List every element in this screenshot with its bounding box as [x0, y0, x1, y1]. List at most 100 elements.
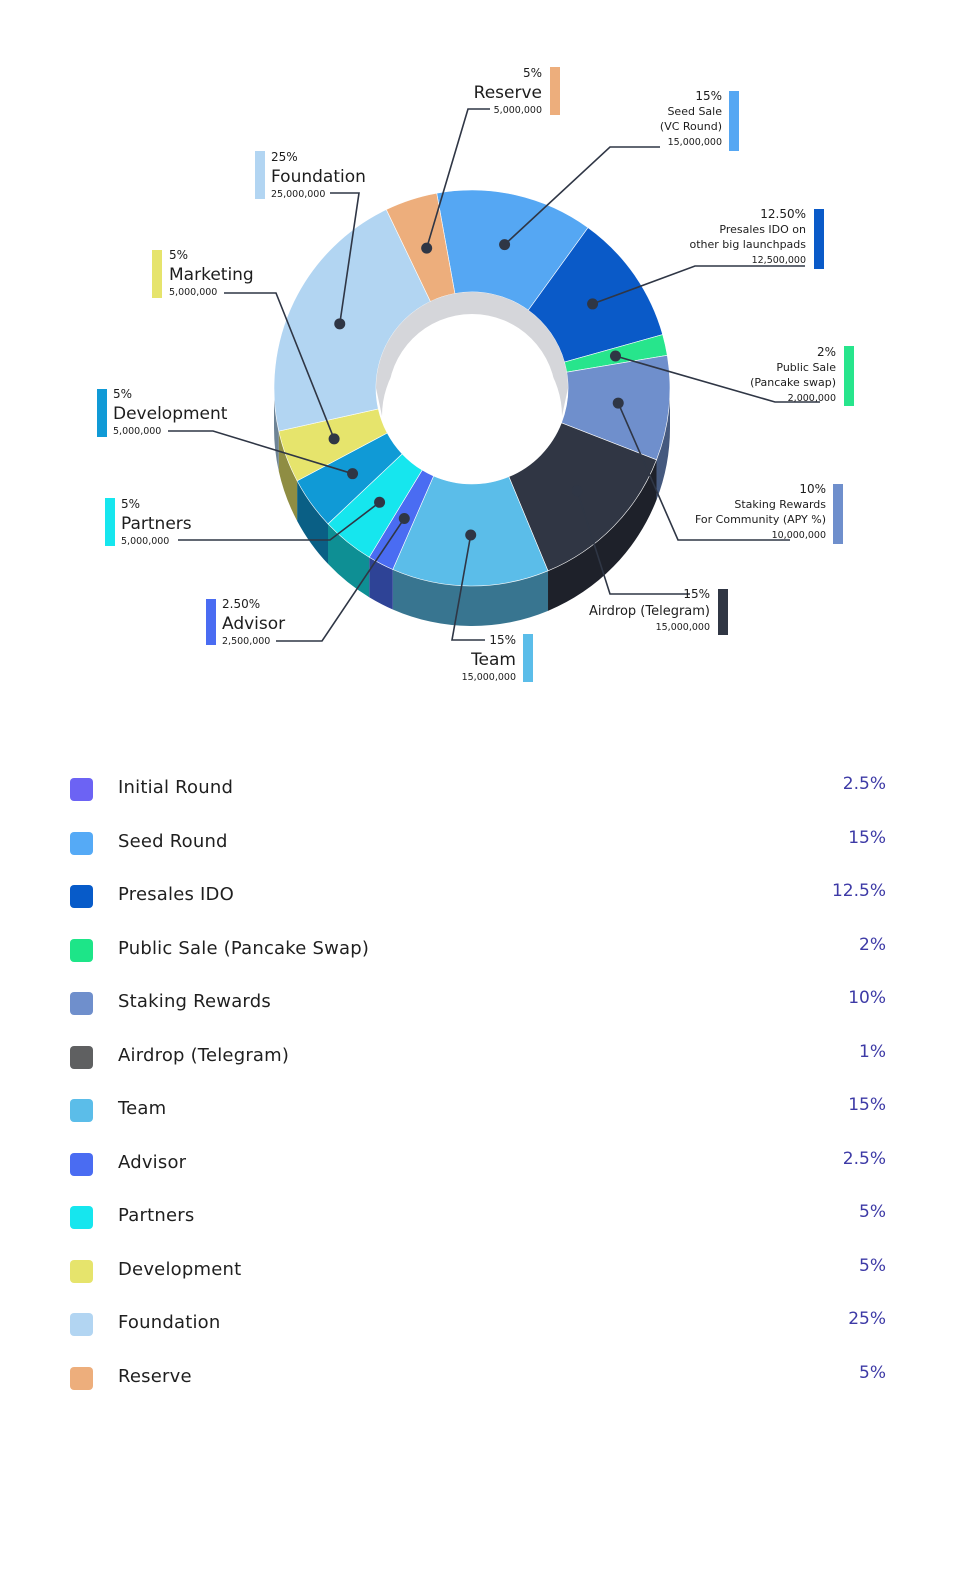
callout-label-reserve: Reserve [474, 83, 542, 103]
callout-percent-presales: 12.50% [760, 207, 806, 221]
callout-amount-advisor: 2,500,000 [222, 636, 270, 647]
donut-hole [388, 314, 556, 482]
legend-row: Initial Round 2.5% [0, 760, 962, 814]
callout-label-staking-0: Staking Rewards [734, 498, 826, 511]
legend-value: 2% [859, 934, 886, 955]
callout-percent-reserve: 5% [523, 66, 542, 80]
color-bar-team [523, 634, 533, 682]
callout-percent-marketing: 5% [169, 248, 188, 262]
slice-wall-staking [656, 388, 670, 500]
slice-wall-development [297, 480, 329, 564]
token-allocation-donut-chart: 15% Seed Sale (VC Round) 15,000,000 12.50% Pr… [0, 0, 962, 720]
callout-percent-foundation: 25% [271, 150, 298, 164]
callout-advisor: 2.50% Advisor 2,500,000 [206, 512, 410, 647]
legend-swatch [70, 1045, 93, 1069]
legend-value: 10% [848, 988, 886, 1008]
legend-label: Seed Round [118, 830, 228, 852]
leader-dot-presales [587, 298, 599, 310]
legend-row: Partners 5% [0, 1188, 962, 1242]
color-bar-seed [729, 91, 739, 151]
leader-dot-team [465, 529, 477, 541]
leader-line-partners [178, 501, 381, 541]
color-bar-presales [814, 209, 824, 269]
callout-staking: 10% Staking Rewards For Community (APY %) 1… [612, 397, 843, 544]
leader-line-airdrop [576, 490, 690, 595]
leader-line-public [615, 355, 820, 403]
legend-row: Staking Rewards 10% [0, 974, 962, 1028]
leader-line-presales [592, 265, 805, 305]
callout-label-presales-1: other big launchpads [689, 238, 806, 251]
callout-amount-development: 5,000,000 [113, 426, 161, 437]
legend-row: Advisor 2.5% [0, 1135, 962, 1189]
legend-row: Presales IDO 12.5% [0, 867, 962, 921]
legend-swatch [70, 1206, 93, 1229]
callout-percent-development: 5% [113, 387, 132, 401]
callout-amount-airdrop: 15,000,000 [656, 622, 710, 633]
callout-seed: 15% Seed Sale (VC Round) 15,000,000 [499, 89, 739, 251]
legend-swatch [70, 992, 93, 1015]
callout-partners: 5% Partners 5,000,000 [105, 496, 386, 547]
legend-value: 15% [848, 827, 886, 848]
slice-reserve [385, 192, 456, 302]
legend-label: Public Sale (Pancake Swap) [118, 937, 370, 959]
color-bar-partners [105, 498, 115, 546]
legend-label: Development [118, 1258, 242, 1280]
legend-label: Staking Rewards [118, 991, 271, 1012]
callout-percent-airdrop: 15% [683, 587, 710, 601]
callout-marketing: 5% Marketing 5,000,000 [152, 248, 340, 445]
callout-label-airdrop: Airdrop (Telegram) [589, 604, 710, 619]
leader-dot-foundation [334, 318, 346, 330]
legend-label: Foundation [118, 1312, 221, 1333]
legend-label: Airdrop (Telegram) [118, 1044, 290, 1066]
legend-value: 1% [859, 1041, 886, 1062]
leader-line-team [451, 534, 485, 641]
callout-percent-team: 15% [489, 633, 516, 647]
legend-swatch [70, 1259, 93, 1283]
callout-percent-staking: 10% [799, 482, 826, 496]
legend-swatch [70, 1366, 93, 1390]
leader-line-reserve [425, 108, 490, 249]
donut-side-walls [274, 388, 670, 626]
slice-wall-airdrop [548, 459, 657, 611]
legend-label: Reserve [118, 1365, 192, 1387]
callout-label-presales-0: Presales IDO on [719, 223, 806, 236]
slice-foundation [273, 209, 431, 432]
legend-label: Partners [118, 1205, 195, 1226]
legend-swatch [70, 1313, 93, 1336]
callout-presales: 12.50% Presales IDO on other big launchpad… [587, 207, 824, 310]
color-bar-public [844, 346, 854, 406]
callout-amount-foundation: 25,000,000 [271, 189, 325, 200]
callout-foundation: 25% Foundation 25,000,000 [255, 150, 366, 330]
legend-value: 5% [859, 1202, 886, 1222]
legend-swatch [70, 778, 93, 801]
callout-label-development: Development [113, 404, 228, 424]
legend-label: Presales IDO [118, 884, 234, 905]
callout-public: 2% Public Sale (Pancake swap) 2,000,000 [609, 345, 854, 406]
color-bar-development [97, 389, 107, 437]
color-bar-advisor [206, 599, 216, 645]
callout-percent-seed: 15% [695, 89, 722, 103]
callout-label-staking-1: For Community (APY %) [695, 513, 826, 526]
color-bar-airdrop [718, 589, 728, 635]
legend-row: Public Sale (Pancake Swap) 2% [0, 921, 962, 975]
legend-swatch [70, 1099, 93, 1122]
callout-label-public-0: Public Sale [776, 361, 836, 374]
callout-label-seed-0: Seed Sale [667, 105, 722, 118]
slice-wall-advisor [369, 557, 393, 610]
callout-amount-public: 2,000,000 [788, 393, 836, 404]
legend-value: 5% [859, 1255, 886, 1276]
legend-swatch [70, 1152, 93, 1176]
leader-line-advisor [276, 518, 405, 642]
callout-team: 15% Team 15,000,000 [451, 529, 533, 683]
legend-row: Airdrop (Telegram) 1% [0, 1028, 962, 1082]
leader-line-staking [617, 402, 790, 541]
slice-wall-team [392, 569, 549, 626]
callout-amount-marketing: 5,000,000 [169, 287, 217, 298]
leader-line-foundation [330, 192, 360, 324]
legend-row: Team 15% [0, 1081, 962, 1135]
legend-value: 5% [859, 1362, 886, 1383]
leader-dot-public [609, 350, 621, 362]
callout-percent-advisor: 2.50% [222, 597, 260, 611]
callout-label-team: Team [470, 650, 516, 670]
callout-amount-staking: 10,000,000 [772, 530, 826, 541]
